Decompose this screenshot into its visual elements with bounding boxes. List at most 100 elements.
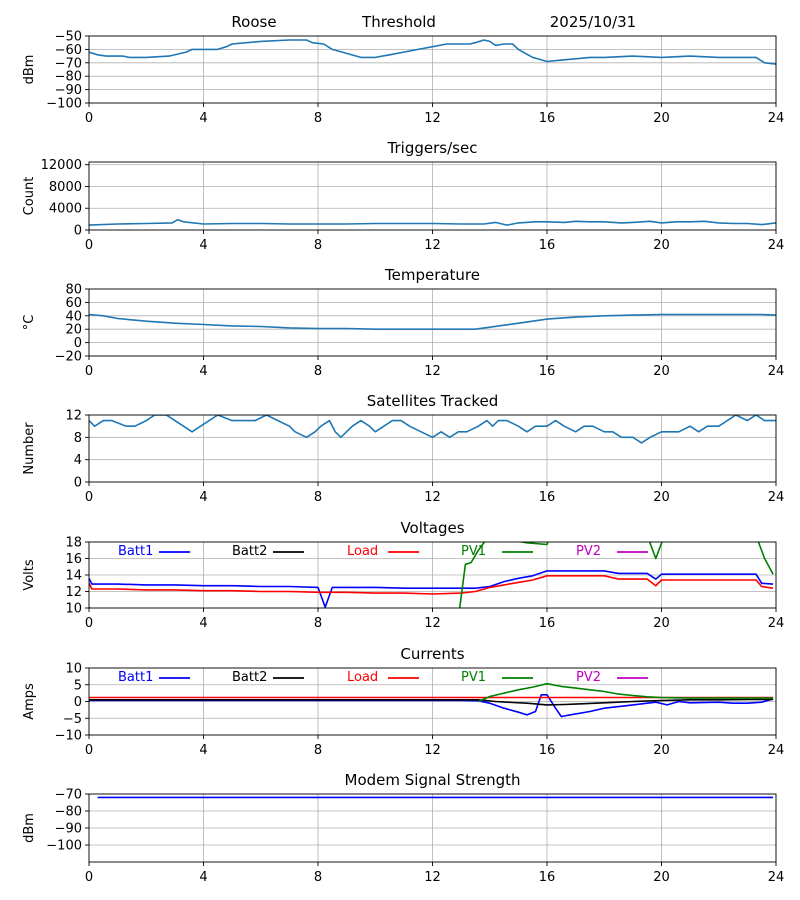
y-tick-label: 8000 [49,180,82,195]
voltages-series-pv1 [89,542,774,608]
x-tick-label: 24 [768,743,785,758]
x-tick-label: 16 [539,238,556,253]
x-tick-label: 24 [768,616,785,631]
y-tick-label: 12 [65,585,82,600]
y-tick-label: 0 [74,224,82,239]
legend-label-pv1: PV1 [461,544,486,559]
y-tick-label: 16 [65,552,82,567]
x-tick-label: 16 [539,364,556,379]
y-tick-label: 60 [65,296,82,311]
modem-ylabel: dBm [22,813,37,843]
x-tick-label: 12 [424,111,441,126]
x-tick-label: 24 [768,490,785,505]
x-tick-label: 4 [199,364,207,379]
voltages-ylabel: Volts [22,559,37,591]
x-tick-label: 16 [539,870,556,885]
x-tick-label: 12 [424,743,441,758]
voltages-title: Voltages [400,519,464,537]
x-tick-label: 0 [85,870,93,885]
y-tick-label: −5 [63,712,82,727]
legend-label-batt2: Batt2 [232,670,267,685]
x-tick-label: 24 [768,111,785,126]
triggers-panel: 0 4 8 12 16 20 24 0 4000 8000 12000 Triggers/sec Cou… [22,139,784,253]
x-tick-label: 24 [768,238,785,253]
currents-series-batt2 [89,698,774,706]
x-tick-label: 16 [539,616,556,631]
y-tick-label: −10 [55,729,82,744]
signal-series-line [89,39,776,65]
y-tick-label: −90 [55,83,82,98]
y-tick-label: 12000 [41,158,82,173]
y-tick-label: −70 [55,788,82,803]
y-tick-label: 20 [65,323,82,338]
currents-ylabel: Amps [22,683,37,720]
satellites-ylabel: Number [22,422,37,475]
x-tick-label: 16 [539,111,556,126]
x-tick-label: 12 [424,616,441,631]
legend-label-pv2: PV2 [576,670,601,685]
x-tick-label: 20 [653,111,670,126]
x-tick-label: 4 [199,490,207,505]
x-tick-label: 8 [314,238,322,253]
x-tick-label: 16 [539,743,556,758]
x-tick-label: 0 [85,743,93,758]
y-tick-label: 40 [65,309,82,324]
temperature-ylabel: °C [22,315,37,331]
x-tick-label: 8 [314,490,322,505]
y-tick-label: 5 [74,678,82,693]
x-tick-label: 0 [85,490,93,505]
legend-label-pv2: PV2 [576,544,601,559]
y-tick-label: 0 [74,336,82,351]
modem-panel: 0 4 8 12 16 20 24 −70 −80 −90 −100 Modem Signal Str… [22,771,784,885]
y-tick-label: 18 [65,536,82,551]
x-tick-label: 12 [424,238,441,253]
x-tick-label: 8 [314,111,322,126]
x-tick-label: 8 [314,870,322,885]
modem-title: Modem Signal Strength [345,771,521,789]
legend-label-pv1: PV1 [461,670,486,685]
y-tick-label: 80 [65,283,82,298]
temperature-title: Temperature [384,266,480,284]
triggers-title: Triggers/sec [387,139,478,157]
y-tick-label: −100 [46,839,82,854]
y-tick-label: −80 [55,805,82,820]
x-tick-label: 20 [653,743,670,758]
x-tick-label: 0 [85,364,93,379]
legend-label-batt1: Batt1 [118,670,153,685]
x-tick-label: 20 [653,238,670,253]
y-tick-label: −20 [55,350,82,365]
y-tick-label: 0 [74,695,82,710]
legend-label-batt2: Batt2 [232,544,267,559]
x-tick-label: 16 [539,490,556,505]
x-tick-label: 12 [424,364,441,379]
header-threshold: Threshold [361,13,436,31]
y-tick-label: −70 [55,56,82,71]
x-tick-label: 4 [199,238,207,253]
x-tick-label: 20 [653,364,670,379]
x-tick-label: 24 [768,870,785,885]
y-tick-label: 4 [74,453,82,468]
y-tick-label: −60 [55,43,82,58]
voltages-series-load [89,574,774,595]
x-tick-label: 0 [85,111,93,126]
satellites-title: Satellites Tracked [367,392,498,410]
legend-label-load: Load [347,670,378,685]
x-tick-label: 0 [85,238,93,253]
x-tick-label: 20 [653,616,670,631]
signal-panel: 0 4 8 12 16 20 24 −50−60−70−80−90−100 dBm [22,30,784,127]
x-tick-label: 4 [199,743,207,758]
x-tick-label: 8 [314,616,322,631]
currents-series-pv1 [477,682,774,703]
y-tick-label: −50 [55,30,82,45]
legend-label-load: Load [347,544,378,559]
x-tick-label: 24 [768,364,785,379]
y-tick-label: −100 [46,97,82,112]
x-tick-label: 8 [314,364,322,379]
satellites-series-line [89,415,776,444]
signal-ylabel: dBm [22,55,37,85]
triggers-ylabel: Count [22,177,37,216]
triggers-series-line [89,218,776,226]
